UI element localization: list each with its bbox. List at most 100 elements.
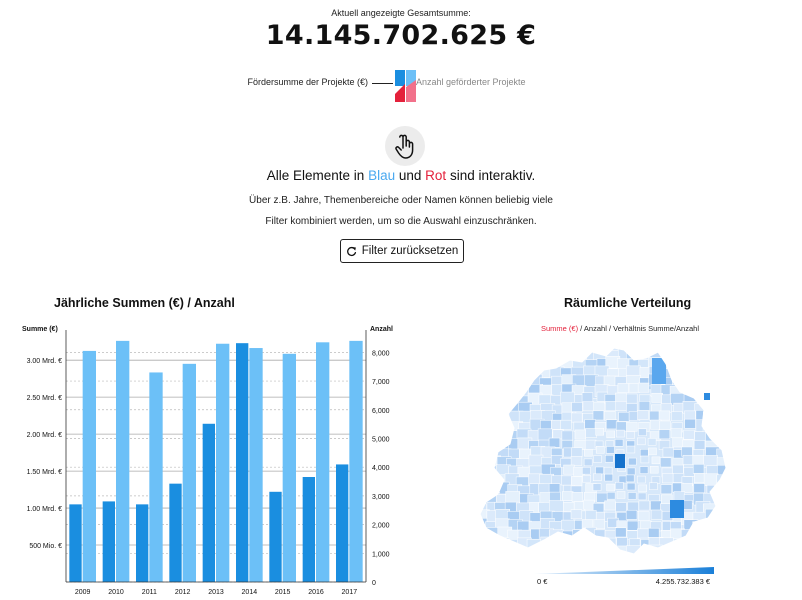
map-district[interactable] — [585, 428, 597, 438]
map-district[interactable] — [604, 500, 616, 511]
map-district[interactable] — [626, 545, 641, 558]
map-district[interactable] — [627, 492, 637, 500]
map-district[interactable] — [728, 510, 734, 522]
sum-bar[interactable] — [269, 491, 282, 582]
map-district[interactable] — [704, 356, 719, 369]
map-district[interactable] — [726, 563, 734, 568]
map-district[interactable] — [560, 340, 575, 352]
map-district[interactable] — [592, 483, 602, 491]
map-district[interactable] — [475, 467, 490, 480]
map-district[interactable] — [482, 446, 498, 459]
map-district[interactable] — [703, 411, 718, 424]
map-district[interactable] — [583, 537, 598, 550]
map-district[interactable] — [638, 548, 654, 561]
map-district[interactable] — [681, 483, 693, 493]
map-district[interactable] — [606, 491, 616, 500]
map-district[interactable] — [494, 342, 509, 354]
map-district[interactable] — [570, 456, 583, 466]
map-district[interactable] — [616, 429, 625, 438]
map-district[interactable] — [625, 509, 638, 520]
map-district[interactable] — [584, 419, 596, 429]
map-district[interactable] — [474, 383, 487, 397]
map-district[interactable] — [474, 375, 489, 388]
map-district[interactable] — [715, 340, 730, 352]
map-district[interactable] — [562, 491, 574, 501]
map-district[interactable] — [693, 483, 705, 494]
map-district[interactable] — [605, 454, 614, 463]
map-district[interactable] — [483, 340, 499, 352]
map-district[interactable] — [638, 511, 650, 522]
map-district[interactable] — [561, 536, 577, 549]
sum-bar[interactable] — [169, 483, 182, 582]
map-district[interactable] — [692, 511, 708, 525]
map-district[interactable] — [474, 413, 488, 426]
map-district[interactable] — [615, 392, 627, 403]
map-district[interactable] — [659, 420, 671, 431]
map-district[interactable] — [486, 565, 500, 568]
map-district[interactable] — [606, 419, 618, 430]
map-district[interactable] — [572, 547, 588, 560]
map-district[interactable] — [518, 340, 533, 351]
map-district[interactable] — [583, 458, 593, 467]
map-district-south[interactable] — [670, 500, 684, 518]
map-district[interactable] — [683, 365, 698, 378]
map-district[interactable] — [716, 492, 731, 505]
map-district[interactable] — [494, 537, 510, 551]
map-district[interactable] — [574, 429, 587, 440]
map-district[interactable] — [640, 455, 650, 464]
map-district[interactable] — [505, 383, 520, 396]
map-district[interactable] — [537, 348, 553, 361]
map-district[interactable] — [714, 536, 728, 549]
map-district[interactable] — [729, 411, 734, 423]
count-bar[interactable] — [216, 343, 230, 582]
map-district[interactable] — [650, 340, 665, 352]
map-district[interactable] — [571, 340, 587, 352]
map-district[interactable] — [716, 564, 730, 568]
map-district[interactable] — [484, 384, 500, 398]
map-district[interactable] — [671, 340, 687, 351]
map-district[interactable] — [482, 465, 498, 479]
map-district[interactable] — [593, 455, 602, 463]
map-district[interactable] — [681, 376, 697, 389]
map-district[interactable] — [497, 556, 511, 568]
map-district[interactable] — [485, 546, 500, 559]
map-district[interactable] — [727, 483, 734, 495]
map-district[interactable] — [517, 357, 533, 370]
map-district[interactable] — [703, 473, 719, 486]
map-district[interactable] — [671, 411, 683, 422]
map-district[interactable] — [727, 504, 734, 516]
map-district[interactable] — [603, 547, 619, 560]
map-district[interactable] — [573, 537, 588, 550]
map-district[interactable] — [527, 341, 543, 353]
map-district[interactable] — [593, 519, 605, 530]
map-district[interactable] — [561, 475, 573, 486]
map-district[interactable] — [638, 500, 650, 511]
map-district[interactable] — [695, 357, 711, 371]
map-district[interactable] — [661, 340, 676, 351]
map-district[interactable] — [604, 410, 616, 421]
map-district[interactable] — [695, 546, 711, 558]
map-district[interactable] — [494, 412, 509, 425]
map-district[interactable] — [474, 529, 488, 542]
map-district[interactable] — [475, 358, 490, 371]
map-district[interactable] — [626, 393, 638, 404]
map-district[interactable] — [626, 347, 641, 360]
map-district[interactable] — [474, 492, 487, 505]
map-district[interactable] — [474, 547, 488, 560]
map-district[interactable] — [692, 454, 704, 465]
map-district[interactable] — [548, 437, 561, 448]
map-district[interactable] — [728, 530, 734, 542]
map-district[interactable] — [581, 392, 594, 403]
reset-filter-button[interactable]: Filter zurücksetzen — [340, 239, 464, 263]
sum-bar[interactable] — [336, 464, 349, 582]
map-district[interactable] — [725, 374, 734, 387]
map-district[interactable] — [474, 565, 486, 568]
count-bar[interactable] — [282, 353, 296, 582]
map-district[interactable] — [551, 475, 563, 486]
map-district[interactable] — [615, 421, 628, 432]
map-district[interactable] — [595, 466, 604, 475]
map-district[interactable] — [682, 341, 697, 353]
map-district[interactable] — [727, 456, 734, 468]
map-district[interactable] — [683, 429, 695, 440]
count-bar[interactable] — [349, 340, 363, 582]
